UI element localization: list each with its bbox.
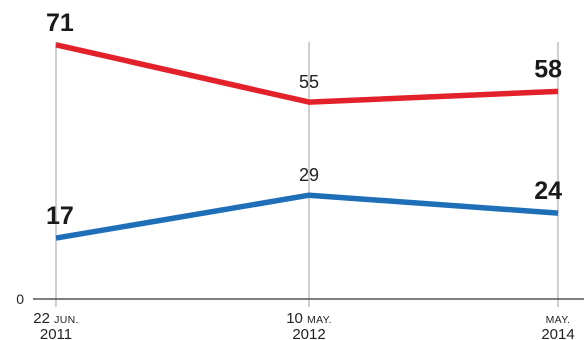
y-zero-label: 0 — [16, 291, 24, 307]
value-label-s0-p0: 71 — [46, 9, 74, 37]
value-label-s0-p2: 58 — [534, 55, 562, 83]
value-label-s0-p1: 55 — [299, 72, 319, 92]
x-axis-ticks: 22 JUN.2011 10 MAY.2012 MAY.2014 — [33, 310, 574, 340]
x-tick-date-0: 22 JUN. — [33, 310, 78, 327]
x-tick-year-1: 2012 — [292, 326, 325, 340]
series-line-0 — [55, 42, 559, 105]
series-lines — [55, 42, 559, 241]
x-tick-date-2: MAY. — [546, 314, 571, 326]
x-tick-year-0: 2011 — [40, 326, 72, 340]
value-label-s1-p1: 29 — [299, 165, 319, 185]
value-label-s1-p2: 24 — [534, 177, 562, 205]
series-line-1 — [55, 192, 559, 241]
vertical-gridlines — [55, 42, 559, 307]
x-tick-year-2: 2014 — [541, 326, 574, 340]
value-label-s1-p0: 17 — [46, 202, 74, 230]
value-labels: 71 55 58 17 29 24 — [46, 9, 562, 230]
x-tick-date-1: 10 MAY. — [286, 310, 332, 327]
